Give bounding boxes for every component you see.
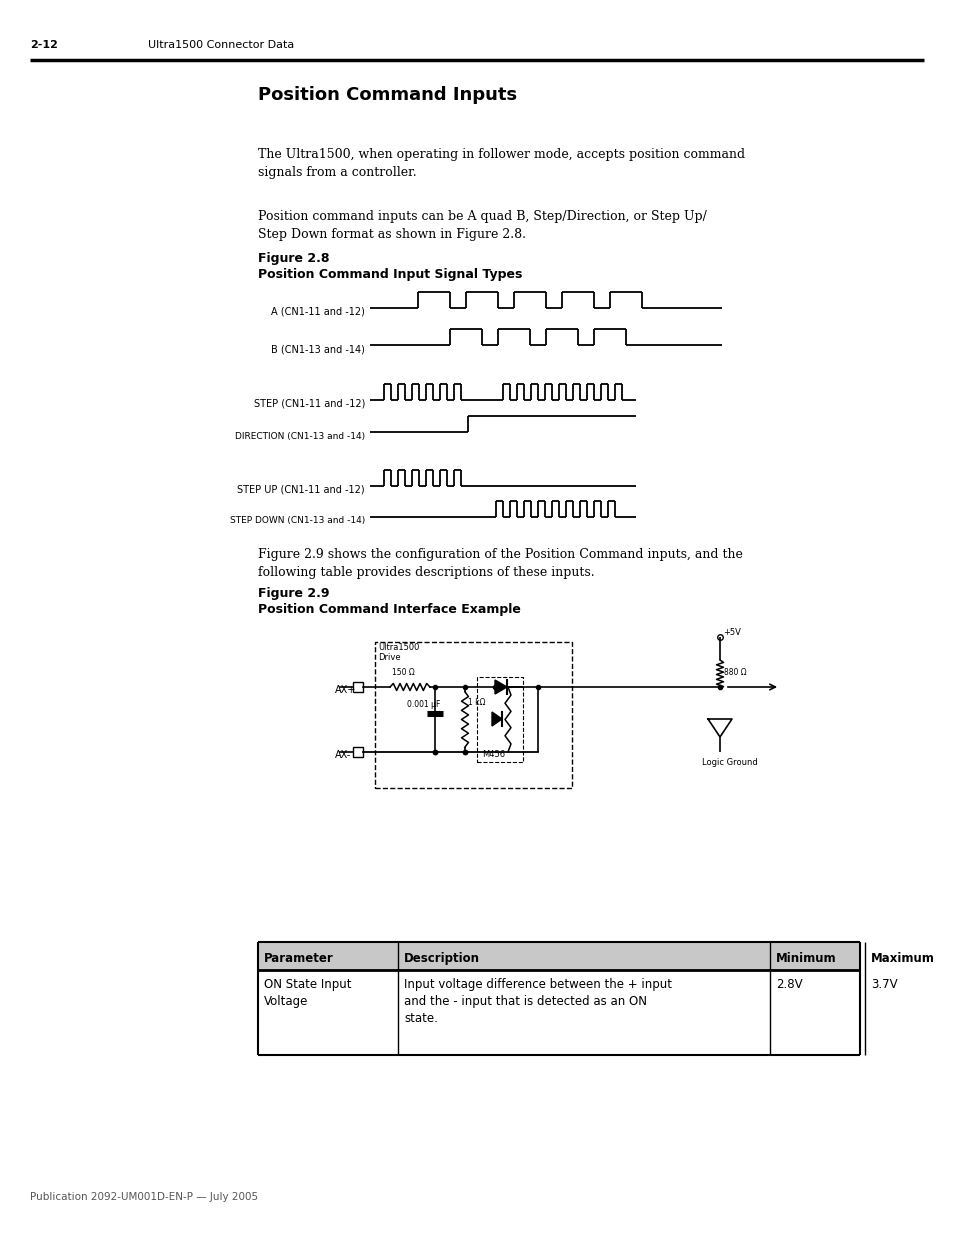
Text: 150 Ω: 150 Ω bbox=[392, 668, 415, 677]
Text: Position Command Interface Example: Position Command Interface Example bbox=[257, 603, 520, 616]
Text: A (CN1-11 and -12): A (CN1-11 and -12) bbox=[271, 308, 365, 317]
Bar bbox=[353, 747, 363, 757]
Polygon shape bbox=[492, 713, 501, 726]
Text: Publication 2092-UM001D-EN-P — July 2005: Publication 2092-UM001D-EN-P — July 2005 bbox=[30, 1192, 258, 1202]
Text: Description: Description bbox=[403, 952, 479, 965]
Text: 3.7V: 3.7V bbox=[870, 978, 897, 990]
Text: Position Command Inputs: Position Command Inputs bbox=[257, 86, 517, 104]
Text: Minimum: Minimum bbox=[775, 952, 836, 965]
Polygon shape bbox=[495, 680, 506, 694]
Text: Figure 2.9 shows the configuration of the Position Command inputs, and the
follo: Figure 2.9 shows the configuration of th… bbox=[257, 548, 742, 579]
Text: STEP DOWN (CN1-13 and -14): STEP DOWN (CN1-13 and -14) bbox=[230, 516, 365, 526]
Text: AX-: AX- bbox=[335, 750, 351, 760]
Text: 2-12: 2-12 bbox=[30, 40, 58, 49]
Bar bbox=[476, 677, 522, 762]
Text: 2.8V: 2.8V bbox=[775, 978, 801, 990]
Text: Ultra1500: Ultra1500 bbox=[377, 643, 419, 652]
Bar bbox=[257, 942, 859, 969]
Text: Maximum: Maximum bbox=[870, 952, 934, 965]
Text: Parameter: Parameter bbox=[264, 952, 334, 965]
Text: Position Command Input Signal Types: Position Command Input Signal Types bbox=[257, 268, 522, 282]
Bar bbox=[353, 682, 363, 692]
Text: STEP (CN1-11 and -12): STEP (CN1-11 and -12) bbox=[253, 399, 365, 409]
Text: B (CN1-13 and -14): B (CN1-13 and -14) bbox=[271, 345, 365, 354]
Text: Figure 2.9: Figure 2.9 bbox=[257, 587, 329, 600]
Text: STEP UP (CN1-11 and -12): STEP UP (CN1-11 and -12) bbox=[237, 485, 365, 495]
Text: Ultra1500 Connector Data: Ultra1500 Connector Data bbox=[148, 40, 294, 49]
Text: +5V: +5V bbox=[722, 629, 740, 637]
Text: The Ultra1500, when operating in follower mode, accepts position command
signals: The Ultra1500, when operating in followe… bbox=[257, 148, 744, 179]
Text: Figure 2.8: Figure 2.8 bbox=[257, 252, 329, 266]
Text: Position command inputs can be A quad B, Step/Direction, or Step Up/
Step Down f: Position command inputs can be A quad B,… bbox=[257, 210, 706, 241]
Text: 880 Ω: 880 Ω bbox=[723, 668, 746, 677]
Text: 0.001 μF: 0.001 μF bbox=[407, 700, 440, 709]
Text: M456: M456 bbox=[481, 750, 504, 760]
Bar bbox=[375, 642, 572, 788]
Text: DIRECTION (CN1-13 and -14): DIRECTION (CN1-13 and -14) bbox=[234, 431, 365, 441]
Text: ON State Input
Voltage: ON State Input Voltage bbox=[264, 978, 351, 1008]
Text: Input voltage difference between the + input
and the - input that is detected as: Input voltage difference between the + i… bbox=[403, 978, 671, 1025]
Text: Drive: Drive bbox=[377, 653, 400, 662]
Text: Logic Ground: Logic Ground bbox=[701, 758, 757, 767]
Text: 1 kΩ: 1 kΩ bbox=[468, 698, 485, 706]
Text: AX+: AX+ bbox=[335, 685, 355, 695]
